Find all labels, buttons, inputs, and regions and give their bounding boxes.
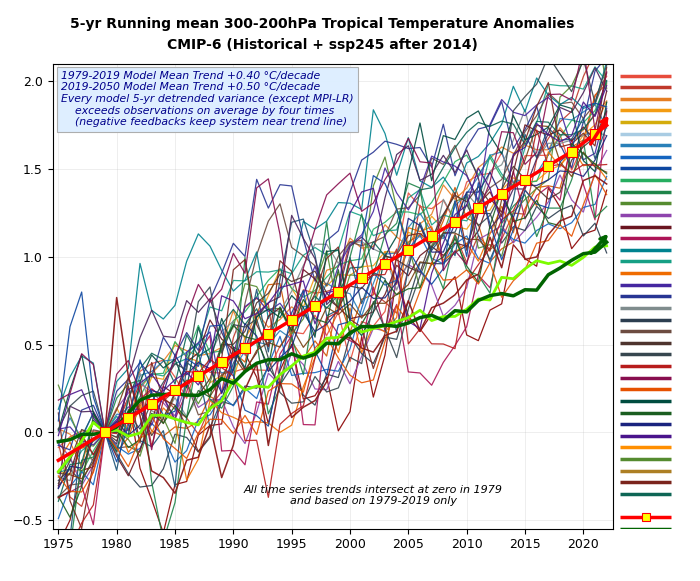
Text: All time series trends intersect at zero in 1979
and based on 1979-2019 only: All time series trends intersect at zero… xyxy=(244,485,503,506)
Text: CMIP-6 (Historical + ssp245 after 2014): CMIP-6 (Historical + ssp245 after 2014) xyxy=(167,38,477,52)
Text: 1979-2019 Model Mean Trend +0.40 °C/decade
2019-2050 Model Mean Trend +0.50 °C/d: 1979-2019 Model Mean Trend +0.40 °C/deca… xyxy=(61,71,354,127)
Text: 5-yr Running mean 300-200hPa Tropical Temperature Anomalies: 5-yr Running mean 300-200hPa Tropical Te… xyxy=(70,17,574,31)
